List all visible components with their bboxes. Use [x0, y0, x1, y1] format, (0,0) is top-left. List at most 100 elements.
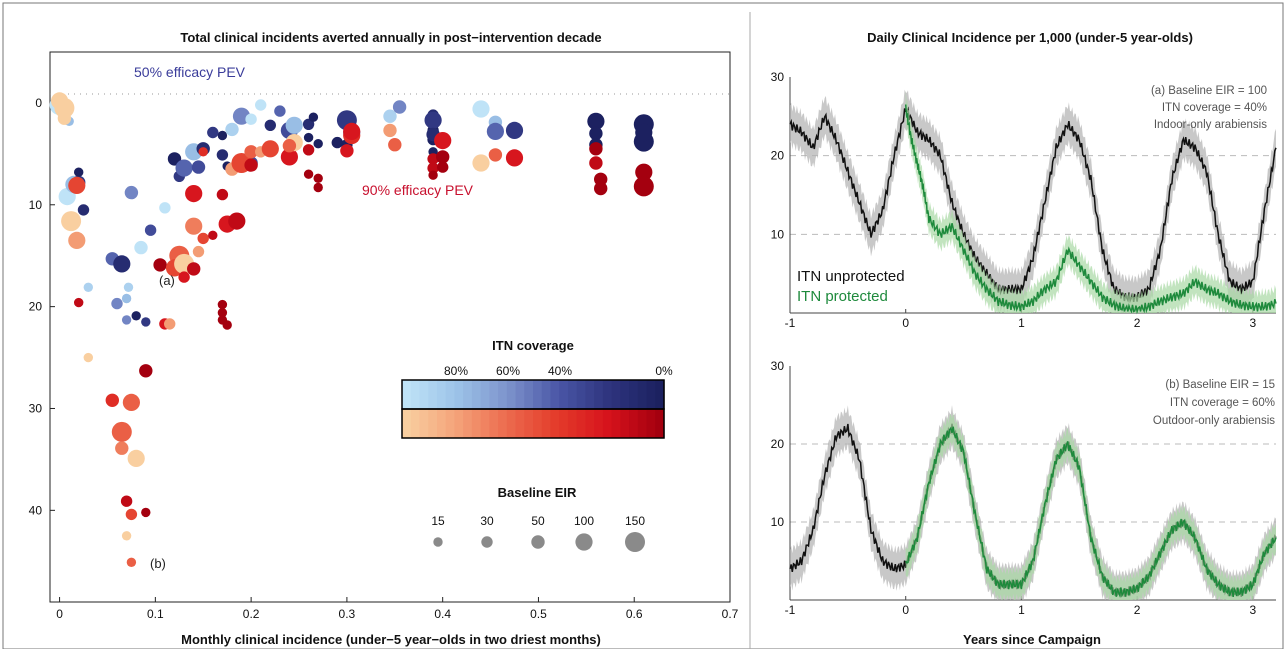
top-annotation: (a) Baseline EIR = 100 ITN coverage = 40…: [1151, 85, 1267, 131]
itn-red-swatch: [402, 409, 412, 438]
itn-blue-swatch: [541, 380, 552, 409]
band-protected: [905, 412, 1276, 600]
point-90-efficacy: [633, 176, 654, 197]
point-90-efficacy: [505, 149, 524, 167]
point-90-efficacy: [261, 140, 279, 158]
eir-legend-label: 30: [480, 514, 494, 528]
bottom-ann-line-1: (b) Baseline EIR = 15: [1165, 379, 1275, 391]
top-ann-line-2: ITN coverage = 40%: [1162, 102, 1267, 114]
point-90-efficacy: [192, 245, 205, 258]
point-90-efficacy: [589, 142, 603, 156]
point-50-efficacy: [134, 240, 148, 255]
itn-red-swatch: [620, 409, 630, 438]
itn-blue-swatch: [585, 380, 595, 409]
eir-legend-dot: [625, 532, 645, 552]
point-90-efficacy: [185, 185, 203, 203]
itn-red-swatch: [646, 409, 656, 438]
ts-x-tick-label: -1: [785, 316, 796, 330]
eir-legend-title: Baseline EIR: [498, 485, 577, 500]
point-50-efficacy: [124, 185, 139, 200]
itn-red-swatch: [480, 409, 490, 438]
itn-red-swatch: [533, 409, 543, 438]
point-90-efficacy: [472, 154, 490, 172]
scatter-points: [49, 92, 654, 567]
point-90-efficacy: [427, 153, 439, 165]
point-50-efficacy: [175, 159, 193, 177]
itn-blue-swatch: [594, 380, 604, 409]
itn-red-swatch: [585, 409, 595, 438]
itn-red-swatch: [567, 409, 578, 438]
eir-legend-label: 15: [431, 514, 445, 528]
point-90-efficacy: [164, 318, 176, 330]
itn-blue-swatch: [402, 380, 412, 409]
itn-red-swatch: [515, 409, 525, 438]
left-plot-area: [49, 51, 731, 603]
itn-blue-swatch: [515, 380, 525, 409]
point-90-efficacy: [434, 132, 452, 150]
point-90-efficacy: [340, 144, 354, 158]
itn-red-swatch: [524, 409, 534, 438]
point-90-efficacy: [282, 139, 297, 153]
left-chart-title: Total clinical incidents averted annuall…: [180, 30, 601, 45]
point-90-efficacy: [228, 212, 246, 230]
right-x-axis-label: Years since Campaign: [963, 632, 1101, 647]
point-50-efficacy: [472, 100, 490, 118]
point-50-efficacy: [123, 282, 134, 292]
y-tick-label: 20: [29, 300, 43, 314]
itn-red-swatch: [559, 409, 569, 438]
point-50-efficacy: [313, 139, 323, 149]
itn-red-swatch: [471, 409, 482, 438]
itn-red-swatch: [436, 409, 447, 438]
y-tick-label: 10: [29, 198, 43, 212]
point-90-efficacy: [303, 169, 314, 179]
point-90-efficacy: [302, 144, 315, 156]
itn-blue-swatch: [436, 380, 447, 409]
itn-red-swatch: [629, 409, 639, 438]
itn-blue-swatch: [489, 380, 499, 409]
point-50-efficacy: [486, 122, 504, 140]
itn-blue-swatch: [524, 380, 534, 409]
timeseries-bottom: 10 20 30 -1 0 1 2 3: [771, 359, 1277, 617]
point-90-efficacy: [122, 393, 140, 411]
point-90-efficacy: [216, 188, 229, 201]
line-protected: [904, 104, 1277, 315]
ts-y-tick-label: 30: [771, 70, 785, 84]
point-50-efficacy: [144, 224, 157, 236]
point-50-efficacy: [225, 122, 239, 137]
point-90-efficacy: [428, 170, 438, 180]
itn-legend-title: ITN coverage: [492, 338, 574, 353]
x-tick-label: 0.7: [722, 607, 739, 621]
ts-x-tick-label: 2: [1134, 603, 1141, 617]
point-50-efficacy: [217, 130, 228, 141]
itn-red-swatch: [454, 409, 464, 438]
ts-x-tick-label: 3: [1250, 316, 1257, 330]
ts-x-tick-label: 3: [1250, 603, 1257, 617]
y-tick-label: 30: [29, 401, 43, 415]
itn-blue-swatch: [611, 380, 621, 409]
point-50-efficacy: [587, 112, 605, 130]
point-90-efficacy: [313, 173, 323, 183]
point-90-efficacy: [594, 181, 608, 196]
point-90-efficacy: [427, 162, 439, 174]
ts-y-tick-label: 30: [771, 359, 785, 373]
itn-tick-60: 60%: [496, 364, 520, 378]
itn-blue-swatch: [567, 380, 578, 409]
eir-legend-dot: [575, 533, 593, 551]
ts-y-tick-label: 20: [771, 437, 785, 451]
timeseries-top: 10 20 30 -1 0 1 2 3: [771, 70, 1277, 330]
itn-blue-swatch: [463, 380, 473, 409]
point-90-efficacy: [57, 111, 72, 125]
x-tick-label: 0.2: [243, 607, 260, 621]
itn-blue-swatch: [629, 380, 639, 409]
itn-red-swatch: [655, 409, 665, 438]
itn-red-swatch: [419, 409, 429, 438]
left-scatter-panel: Total clinical incidents averted annuall…: [29, 30, 739, 647]
point-50-efficacy: [121, 315, 132, 325]
point-90-efficacy: [126, 557, 137, 567]
legend-unprotected: ITN unprotected: [797, 268, 905, 285]
point-50-efficacy: [285, 116, 303, 134]
x-tick-label: 0: [56, 607, 63, 621]
point-90-efficacy: [127, 449, 145, 467]
point-90-efficacy: [589, 156, 603, 170]
itn-blue-swatch: [419, 380, 429, 409]
